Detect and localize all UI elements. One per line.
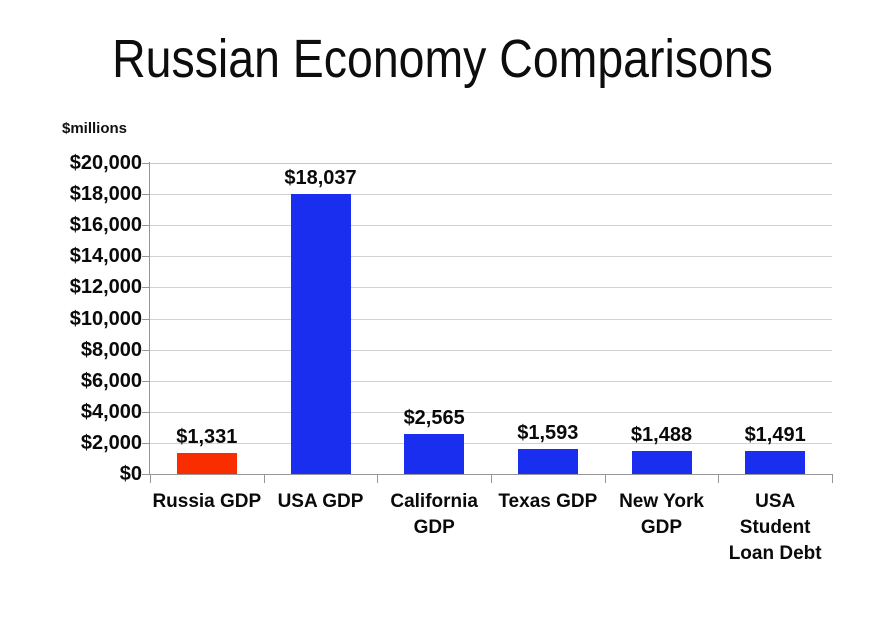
gridline bbox=[150, 225, 832, 227]
bar[interactable] bbox=[745, 450, 806, 474]
y-axis-tick bbox=[142, 318, 150, 320]
y-axis-tick-label: $6,000 bbox=[80, 369, 142, 392]
y-axis-tick bbox=[142, 380, 150, 382]
y-axis-tick bbox=[142, 225, 150, 227]
plot-area: $1,331 $18,037 $2,565 $1,593 $1,488 $1,491 bbox=[142, 162, 833, 483]
gridline bbox=[150, 411, 832, 413]
y-axis-tick bbox=[142, 442, 150, 444]
y-axis-tick bbox=[142, 256, 150, 258]
x-axis-category-label: New York GDP bbox=[619, 491, 704, 538]
y-axis-tick-labels: $20,000 $18,000 $16,000 $14,000 $12,000 $10,0… bbox=[30, 153, 142, 484]
gridline bbox=[150, 318, 832, 320]
x-axis-tick bbox=[718, 474, 720, 483]
y-axis-tick bbox=[142, 474, 150, 475]
y-axis-tick-label: $12,000 bbox=[69, 276, 142, 299]
x-axis-tick bbox=[832, 474, 833, 483]
bar-value-label: $1,593 bbox=[517, 422, 579, 445]
y-axis-tick bbox=[142, 349, 150, 351]
gridline bbox=[150, 349, 832, 351]
gridline bbox=[150, 194, 832, 196]
gridline bbox=[150, 256, 832, 258]
y-axis-tick bbox=[142, 163, 150, 164]
chart-title: Russian Economy Comparisons bbox=[112, 29, 773, 89]
bar-value-label: $1,491 bbox=[744, 423, 806, 446]
bar[interactable] bbox=[517, 449, 578, 474]
bar-value-label: $1,488 bbox=[630, 423, 693, 446]
y-axis-tick-label: $8,000 bbox=[80, 338, 142, 361]
gridline bbox=[150, 380, 832, 382]
x-axis-tick bbox=[604, 474, 606, 483]
y-axis-tick bbox=[142, 411, 150, 413]
y-axis-tick-label: $2,000 bbox=[80, 431, 142, 454]
x-axis-category-labels: Russia GDP USA GDP California GDP Texas GDP… bbox=[150, 489, 832, 599]
bar[interactable] bbox=[631, 450, 692, 474]
y-axis-unit-caption: $millions bbox=[62, 120, 128, 137]
x-axis-tick bbox=[263, 474, 265, 483]
gridline bbox=[150, 442, 832, 444]
x-axis-tick bbox=[377, 474, 379, 483]
x-axis-category-label: Russia GDP bbox=[152, 491, 262, 512]
x-axis-tick bbox=[150, 474, 151, 483]
y-axis-tick-label: $0 bbox=[119, 463, 142, 485]
bar-value-label: $1,331 bbox=[176, 426, 238, 449]
bar[interactable] bbox=[290, 193, 351, 474]
bar[interactable] bbox=[176, 453, 237, 474]
x-axis-category-label: California GDP bbox=[390, 491, 478, 538]
bar-value-label: $2,565 bbox=[403, 407, 465, 430]
y-axis-tick-label: $18,000 bbox=[69, 183, 142, 206]
x-axis-category-label: USA GDP bbox=[277, 491, 364, 512]
y-axis-tick-label: $14,000 bbox=[69, 245, 142, 268]
y-axis-tick-label: $16,000 bbox=[69, 214, 142, 237]
x-axis-category-label: Texas GDP bbox=[498, 491, 598, 512]
x-axis-tick bbox=[491, 474, 492, 483]
gridline bbox=[150, 163, 832, 164]
bar-value-label: $18,037 bbox=[284, 166, 357, 189]
y-axis-tick-label: $20,000 bbox=[69, 152, 142, 174]
y-axis-tick bbox=[142, 287, 150, 289]
bar[interactable] bbox=[404, 434, 465, 474]
y-axis-tick bbox=[142, 194, 150, 196]
y-axis-tick-label: $4,000 bbox=[80, 400, 142, 423]
gridline bbox=[150, 287, 832, 289]
y-axis-tick-label: $10,000 bbox=[69, 307, 142, 330]
x-axis-category-label: USA Student Loan Debt bbox=[728, 491, 822, 564]
